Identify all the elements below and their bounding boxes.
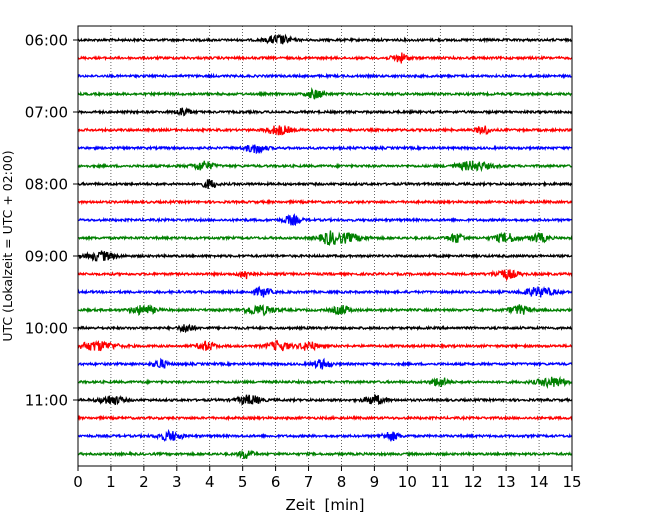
x-tick-label: 10 — [398, 473, 417, 491]
plot-grid — [110, 26, 540, 466]
trace-0615 — [77, 52, 573, 64]
x-tick-label: 15 — [562, 473, 581, 491]
x-tick-label: 9 — [370, 473, 380, 491]
x-tick-label: 4 — [205, 473, 215, 491]
trace-0915 — [77, 269, 573, 282]
trace-0730 — [77, 144, 573, 155]
trace-1130 — [77, 428, 573, 442]
trace-1045 — [77, 375, 573, 390]
trace-1115 — [77, 414, 573, 422]
y-axis: 06:00 07:00 08:00 09:00 10:00 11:00 — [25, 32, 78, 410]
x-axis: 0 1 2 3 4 5 6 7 8 9 10 11 12 13 14 15 — [73, 466, 582, 491]
y-tick-label: 11:00 — [25, 392, 68, 410]
x-tick-label: 5 — [238, 473, 248, 491]
x-tick-label: 6 — [271, 473, 281, 491]
trace-1000 — [77, 323, 573, 334]
trace-1145 — [77, 449, 573, 460]
trace-0645 — [77, 87, 573, 100]
trace-0745 — [77, 160, 573, 173]
y-axis-label: UTC (Lokalzeit = UTC + 02:00) — [0, 150, 15, 341]
x-tick-label: 2 — [139, 473, 149, 491]
y-tick-label: 09:00 — [25, 248, 68, 266]
trace-0930 — [77, 285, 573, 298]
x-tick-label: 12 — [464, 473, 483, 491]
x-tick-label: 11 — [431, 473, 450, 491]
plot-frame — [77, 25, 573, 467]
plot-traces — [77, 33, 573, 460]
trace-0600 — [77, 33, 573, 45]
trace-0630 — [77, 72, 573, 80]
trace-0815 — [77, 198, 573, 206]
y-tick-label: 10:00 — [25, 320, 68, 338]
x-axis-label: Zeit [min] — [285, 496, 364, 514]
trace-0845 — [77, 230, 573, 246]
trace-1030 — [77, 357, 573, 370]
trace-0945 — [77, 304, 573, 317]
x-tick-label: 3 — [172, 473, 182, 491]
x-tick-label: 7 — [304, 473, 314, 491]
x-tick-label: 1 — [106, 473, 116, 491]
trace-0830 — [77, 213, 573, 227]
x-tick-label: 13 — [497, 473, 516, 491]
trace-0715 — [77, 125, 573, 136]
y-tick-label: 07:00 — [25, 104, 68, 122]
trace-0900 — [77, 250, 573, 262]
trace-0700 — [77, 106, 573, 117]
y-tick-label: 06:00 — [25, 32, 68, 50]
x-tick-label: 0 — [73, 473, 83, 491]
trace-1100 — [77, 393, 573, 407]
x-tick-label: 8 — [337, 473, 347, 491]
trace-0800 — [77, 179, 573, 190]
trace-1015 — [77, 339, 573, 352]
x-tick-label: 14 — [530, 473, 549, 491]
y-tick-label: 08:00 — [25, 176, 68, 194]
